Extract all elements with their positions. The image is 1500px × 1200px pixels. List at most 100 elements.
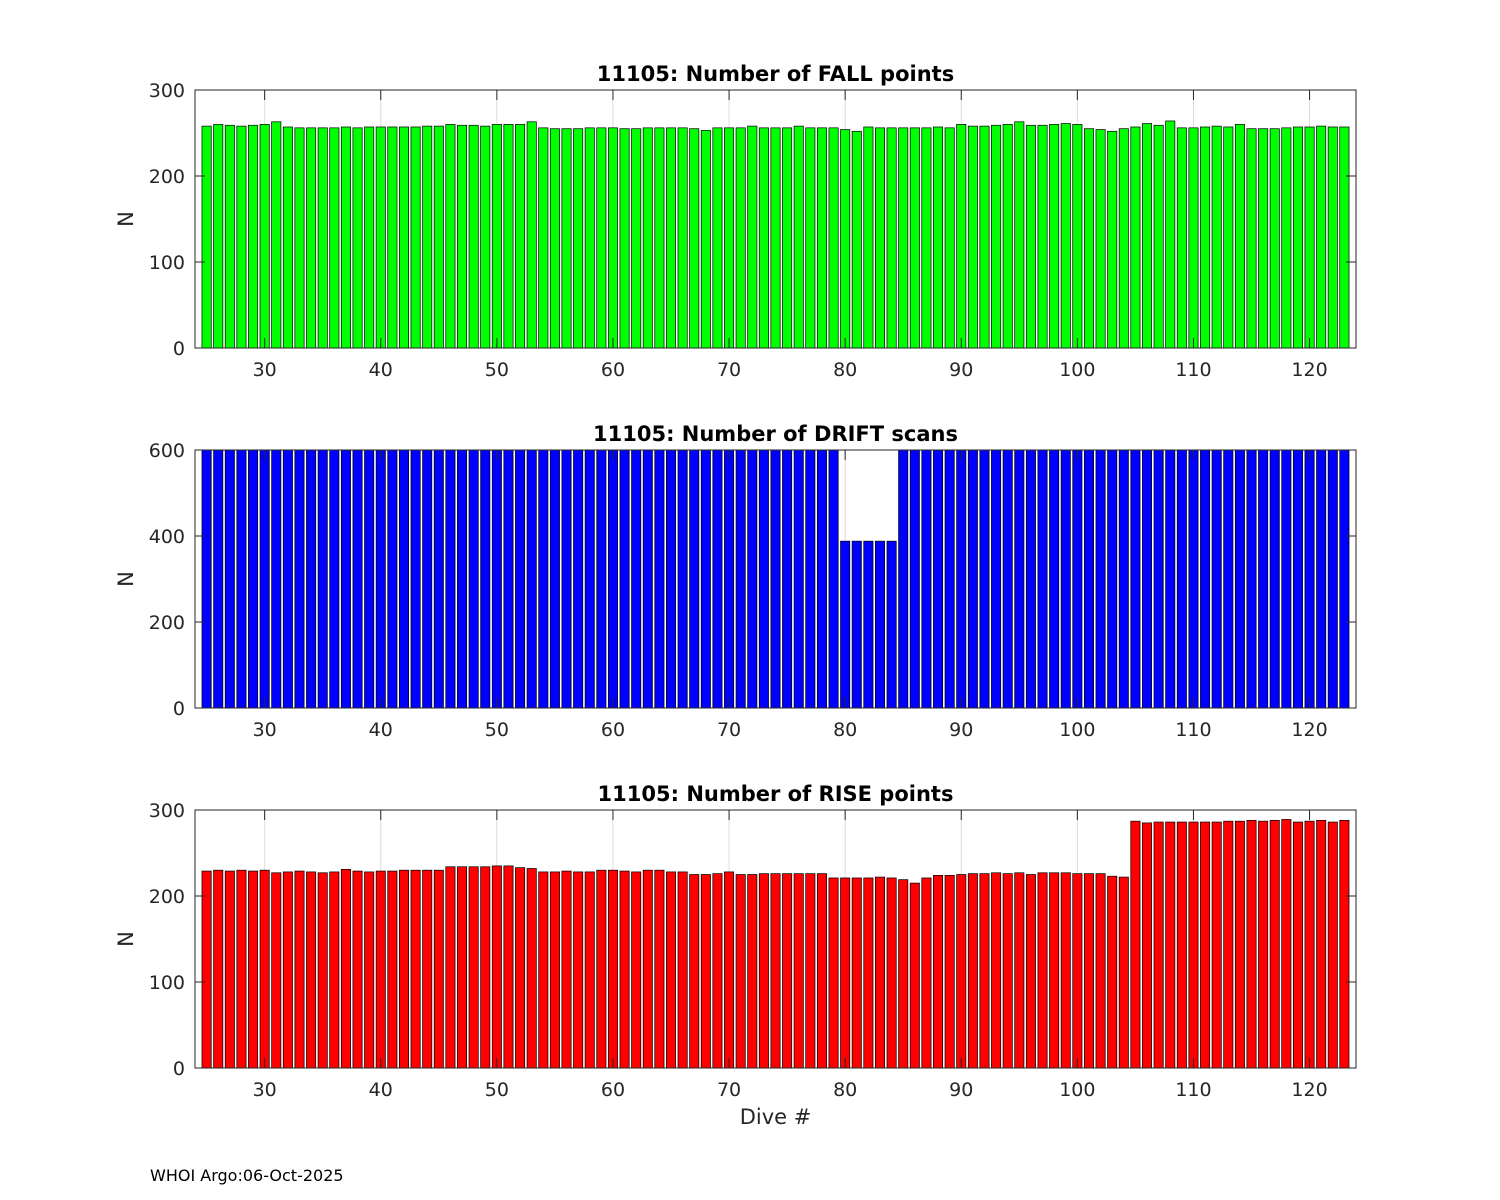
bar (1234, 820, 1245, 1069)
x-tick-label: 110 (1175, 719, 1211, 741)
bar (689, 874, 700, 1069)
bar (1292, 126, 1303, 349)
x-tick-label: 50 (485, 719, 509, 741)
bar (642, 869, 653, 1069)
bar (236, 125, 247, 349)
bar (1269, 819, 1280, 1069)
bar (898, 879, 909, 1069)
bar (294, 127, 305, 349)
bar (619, 128, 630, 349)
bar (979, 873, 990, 1069)
bar (1060, 449, 1071, 709)
bar (282, 126, 293, 349)
bar (1107, 130, 1118, 349)
x-tick-label: 100 (1059, 359, 1095, 381)
bar (352, 870, 363, 1069)
bar (735, 449, 746, 709)
bar (735, 874, 746, 1069)
bar (758, 449, 769, 709)
y-tick-label: 0 (173, 1058, 185, 1080)
bar (909, 127, 920, 349)
bar (1304, 820, 1315, 1069)
bar (782, 873, 793, 1069)
bar (619, 870, 630, 1069)
x-tick-label: 120 (1291, 1079, 1327, 1101)
bar (724, 449, 735, 709)
bar (1188, 821, 1199, 1069)
y-tick-label: 200 (149, 612, 185, 634)
bar (1165, 821, 1176, 1069)
x-tick-label: 50 (485, 359, 509, 381)
bar (747, 449, 758, 709)
bar (967, 449, 978, 709)
bar (1292, 449, 1303, 709)
bar (654, 449, 665, 709)
bar (793, 873, 804, 1069)
bar (700, 130, 711, 349)
bar (677, 127, 688, 349)
bar (329, 871, 340, 1069)
bar (921, 449, 932, 709)
bar (1246, 449, 1257, 709)
bar (1025, 449, 1036, 709)
bar (538, 871, 549, 1069)
bar (631, 449, 642, 709)
bar (1176, 821, 1187, 1069)
bar (1258, 128, 1269, 349)
bar (1083, 873, 1094, 1069)
bar (259, 124, 270, 349)
x-axis-label: Dive # (740, 1105, 812, 1129)
x-tick-label: 80 (833, 359, 857, 381)
bar (259, 449, 270, 709)
bar (1211, 821, 1222, 1069)
bar (224, 124, 235, 349)
bar (538, 127, 549, 349)
bar (584, 127, 595, 349)
bar (1188, 449, 1199, 709)
bar (515, 449, 526, 709)
bar (967, 125, 978, 349)
bar (1095, 873, 1106, 1069)
bar (979, 125, 990, 349)
bar (1142, 123, 1153, 349)
bar (1339, 449, 1350, 709)
bar (991, 124, 1002, 349)
bar (480, 125, 491, 349)
bar (549, 871, 560, 1069)
axes-box (194, 809, 1357, 1069)
bar (271, 121, 282, 349)
x-tick-label: 90 (949, 719, 973, 741)
bar (1118, 876, 1129, 1069)
bar (979, 449, 990, 709)
x-tick-label: 120 (1291, 359, 1327, 381)
axes-box (194, 449, 1357, 709)
bar (712, 449, 723, 709)
bar (816, 449, 827, 709)
bar (387, 126, 398, 349)
bar (398, 126, 409, 349)
bar (1339, 126, 1350, 349)
bar (1258, 449, 1269, 709)
bar (642, 127, 653, 349)
bar (1200, 126, 1211, 349)
bar (596, 449, 607, 709)
bar (480, 866, 491, 1069)
bar (1269, 449, 1280, 709)
bar (851, 877, 862, 1069)
bar (317, 449, 328, 709)
bar (991, 449, 1002, 709)
bar (236, 449, 247, 709)
bar (782, 449, 793, 709)
bar (758, 127, 769, 349)
bar (700, 874, 711, 1069)
bar (364, 126, 375, 349)
bar (526, 449, 537, 709)
bar (1072, 449, 1083, 709)
bar (712, 873, 723, 1069)
bar (956, 874, 967, 1069)
bar (422, 449, 433, 709)
bar (259, 869, 270, 1069)
bar (1223, 449, 1234, 709)
bar (1107, 449, 1118, 709)
y-tick-label: 600 (149, 440, 185, 462)
